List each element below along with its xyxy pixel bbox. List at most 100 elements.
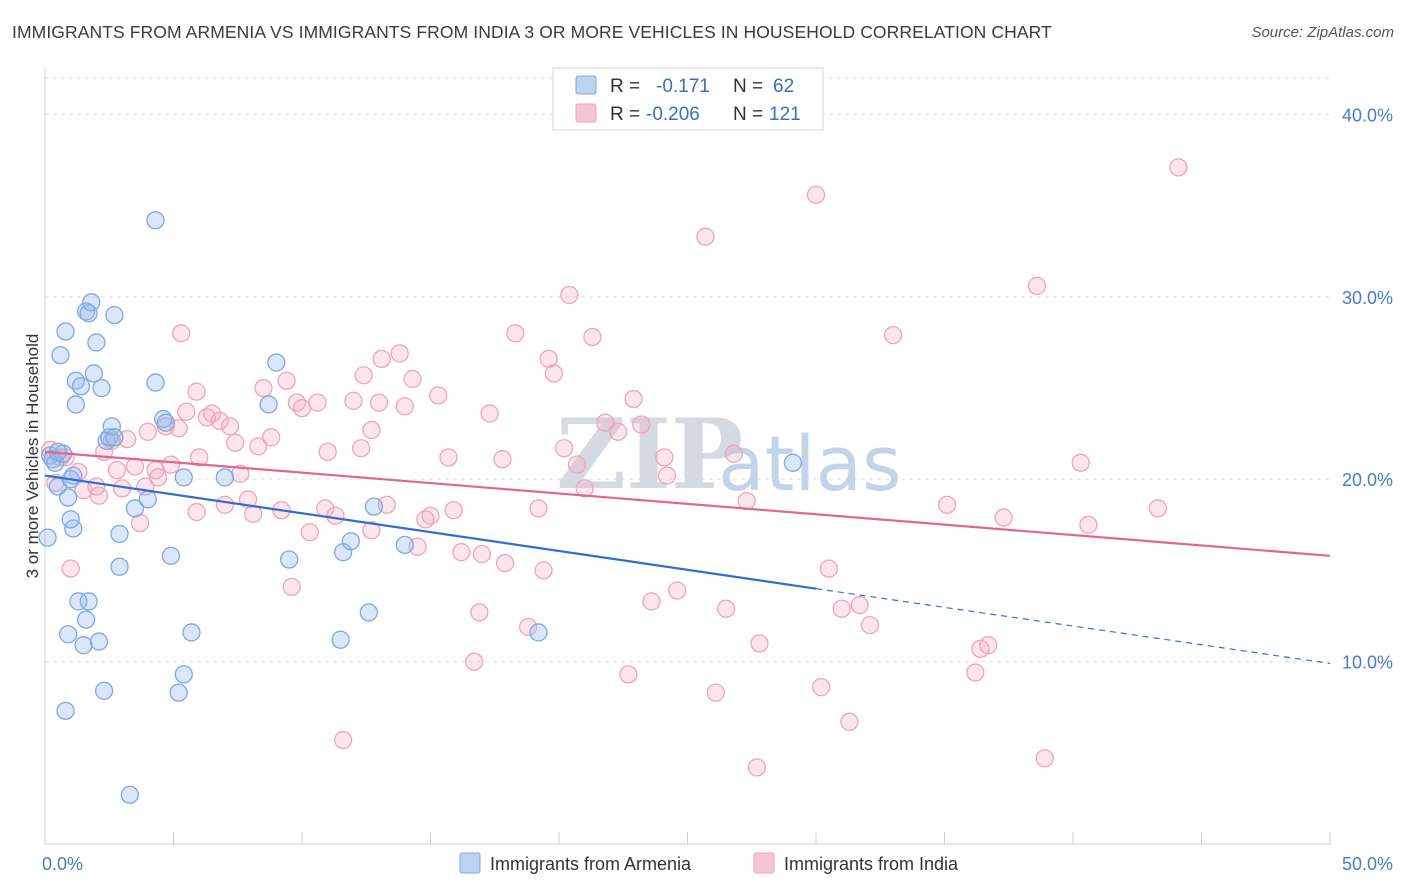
point-armenia-58 [76, 610, 96, 629]
point-india-82 [596, 413, 615, 432]
point-armenia-55 [529, 623, 548, 642]
legend-n-value-india: 121 [769, 104, 801, 125]
point-india-21 [172, 324, 191, 343]
point-india-88 [655, 448, 674, 467]
point-india-97 [750, 634, 769, 653]
legend-swatch-armenia-bottom [459, 852, 481, 874]
point-armenia-34 [125, 499, 145, 518]
point-india-119 [187, 502, 206, 522]
point-india-92 [706, 683, 725, 702]
point-india-107 [966, 663, 985, 682]
point-india-77 [554, 439, 574, 458]
point-india-96 [747, 758, 767, 777]
point-india-81 [583, 327, 602, 347]
point-india-26 [202, 404, 222, 423]
point-armenia-49 [331, 630, 350, 649]
point-india-78 [560, 285, 579, 305]
point-armenia-33 [120, 785, 139, 804]
point-india-62 [439, 448, 458, 467]
point-armenia-21 [84, 364, 103, 383]
point-india-91 [696, 227, 715, 246]
point-armenia-16 [74, 636, 93, 655]
point-india-39 [282, 577, 301, 596]
point-india-84 [619, 665, 638, 684]
point-armenia-42 [174, 665, 193, 684]
point-armenia-11 [61, 510, 80, 529]
point-armenia-32 [110, 557, 129, 576]
point-india-53 [372, 349, 391, 369]
legend-label-armenia: Immigrants from Armenia [490, 854, 692, 874]
point-india-70 [495, 553, 515, 573]
point-india-85 [624, 389, 643, 409]
point-armenia-57 [56, 701, 75, 721]
point-india-104 [860, 615, 880, 635]
point-armenia-15 [71, 377, 91, 396]
point-india-115 [1148, 499, 1167, 518]
point-armenia-25 [94, 681, 114, 700]
legend-swatch-india-bottom [753, 852, 775, 874]
point-india-27 [210, 411, 229, 431]
y-axis-label: 3 or more Vehicles in Household [23, 334, 42, 579]
point-india-60 [421, 506, 440, 525]
point-india-106 [937, 495, 957, 514]
point-armenia-30 [105, 305, 124, 325]
point-india-55 [390, 344, 409, 363]
point-armenia-31 [110, 524, 129, 544]
point-armenia-41 [169, 683, 188, 702]
x-tick-label-0: 0.0% [42, 854, 83, 874]
point-armenia-28 [102, 417, 121, 436]
point-india-65 [465, 652, 484, 671]
legend-label-india: Immigrants from India [784, 854, 959, 874]
point-india-74 [534, 561, 553, 580]
point-india-52 [369, 393, 389, 412]
legend-n-label-india: N = [733, 104, 763, 125]
point-armenia-3 [46, 453, 65, 472]
point-india-19 [161, 455, 181, 474]
point-india-112 [1035, 749, 1054, 768]
point-india-86 [632, 415, 651, 434]
legend-n-value-armenia: 62 [773, 76, 794, 97]
point-india-114 [1079, 515, 1098, 534]
point-india-66 [470, 603, 489, 622]
point-india-103 [850, 595, 869, 615]
point-india-99 [811, 678, 831, 697]
y-tick-label-2: 30.0% [1342, 288, 1393, 308]
point-armenia-12 [66, 371, 85, 390]
watermark-zip: ZIP [556, 398, 743, 511]
point-india-105 [883, 326, 903, 345]
point-india-98 [806, 185, 826, 204]
point-india-71 [506, 324, 525, 343]
point-india-87 [642, 592, 661, 611]
point-india-29 [220, 417, 240, 436]
point-india-116 [1169, 158, 1188, 177]
point-india-13 [125, 457, 145, 476]
y-tick-label-1: 20.0% [1342, 470, 1393, 490]
point-india-76 [544, 364, 564, 383]
point-india-79 [567, 455, 587, 474]
point-india-38 [277, 371, 296, 390]
point-armenia-36 [146, 373, 165, 392]
trend-line-armenia [44, 474, 817, 590]
point-armenia-47 [267, 353, 286, 372]
point-india-61 [429, 386, 448, 405]
point-armenia-2 [38, 528, 57, 547]
legend-n-label-armenia: N = [733, 76, 763, 97]
point-india-23 [187, 382, 206, 401]
point-armenia-27 [100, 428, 119, 447]
point-india-63 [444, 501, 463, 520]
point-armenia-22 [87, 333, 106, 352]
tick-labels: 10.0% 20.0% 30.0% 40.0% 0.0% 50.0% [42, 105, 1393, 874]
point-india-30 [226, 433, 245, 452]
point-india-120 [362, 521, 381, 540]
point-india-89 [657, 466, 677, 485]
series-legend: Immigrants from Armenia Immigrants from … [459, 852, 959, 874]
point-india-15 [138, 422, 157, 441]
point-armenia-39 [156, 413, 175, 432]
source-credit: Source: ZipAtlas.com [1251, 24, 1394, 41]
x-tick-label-1: 50.0% [1342, 854, 1393, 874]
point-india-35 [254, 378, 273, 398]
point-india-56 [395, 397, 414, 416]
point-armenia-51 [341, 532, 360, 551]
point-india-24 [190, 448, 209, 467]
